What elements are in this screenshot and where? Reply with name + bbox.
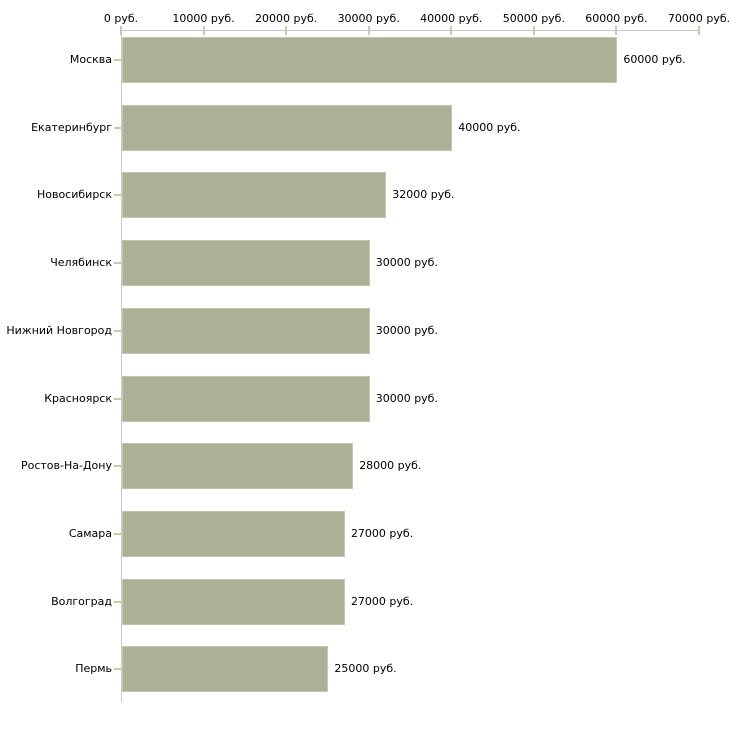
value-label: 28000 руб. bbox=[359, 459, 422, 473]
bar bbox=[122, 104, 453, 151]
x-axis-tick-label: 20000 руб. bbox=[255, 12, 318, 25]
category-label: Нижний Новгород bbox=[6, 323, 112, 337]
y-axis-tick-mark bbox=[114, 194, 121, 197]
category-label: Екатеринбург bbox=[31, 120, 112, 134]
bar bbox=[122, 375, 370, 422]
y-axis-tick-mark bbox=[114, 262, 121, 265]
y-axis-tick-mark bbox=[114, 329, 121, 332]
y-axis-tick-mark bbox=[114, 532, 121, 535]
bar bbox=[122, 443, 354, 490]
value-label: 30000 руб. bbox=[375, 323, 438, 337]
category-label: Красноярск bbox=[44, 391, 112, 405]
bar bbox=[122, 172, 387, 219]
value-label: 40000 руб. bbox=[458, 120, 521, 134]
bar bbox=[122, 646, 329, 693]
category-label: Ростов-На-Дону bbox=[20, 459, 112, 473]
x-axis-tick-label: 10000 руб. bbox=[172, 12, 235, 25]
category-label: Пермь bbox=[75, 662, 112, 676]
y-axis-tick-mark bbox=[114, 126, 121, 129]
x-axis-tick-label: 60000 руб. bbox=[585, 12, 648, 25]
value-label: 27000 руб. bbox=[350, 526, 414, 540]
category-label: Челябинск bbox=[50, 256, 112, 270]
category-label: Новосибирск bbox=[36, 188, 112, 202]
x-axis-tick-label: 0 руб. bbox=[103, 12, 139, 25]
y-axis-line bbox=[121, 30, 122, 702]
value-label: 25000 руб. bbox=[334, 662, 397, 676]
y-axis-tick-mark bbox=[114, 465, 121, 468]
bar bbox=[122, 578, 345, 625]
value-label: 60000 руб. bbox=[623, 53, 686, 66]
value-label: 32000 руб. bbox=[392, 188, 455, 202]
bar bbox=[122, 307, 370, 354]
category-label: Волгоград bbox=[51, 594, 112, 608]
y-axis-tick-mark bbox=[114, 600, 121, 603]
bar bbox=[122, 37, 618, 83]
category-label: Москва bbox=[69, 53, 112, 66]
value-label: 27000 руб. bbox=[350, 594, 414, 608]
value-label: 30000 руб. bbox=[375, 391, 438, 405]
value-label: 30000 руб. bbox=[375, 256, 438, 270]
x-axis-tick-label: 70000 руб. bbox=[667, 12, 730, 25]
x-axis-tick-label: 50000 руб. bbox=[502, 12, 565, 25]
bar bbox=[122, 510, 345, 557]
bar bbox=[122, 240, 370, 287]
x-axis-tick-label: 30000 руб. bbox=[337, 12, 400, 25]
x-axis-line bbox=[121, 30, 700, 31]
category-label: Самара bbox=[68, 526, 112, 540]
y-axis-tick-mark bbox=[114, 397, 121, 400]
y-axis-tick-mark bbox=[114, 59, 121, 61]
x-axis-tick-label: 40000 руб. bbox=[420, 12, 483, 25]
y-axis-tick-mark bbox=[114, 668, 121, 671]
